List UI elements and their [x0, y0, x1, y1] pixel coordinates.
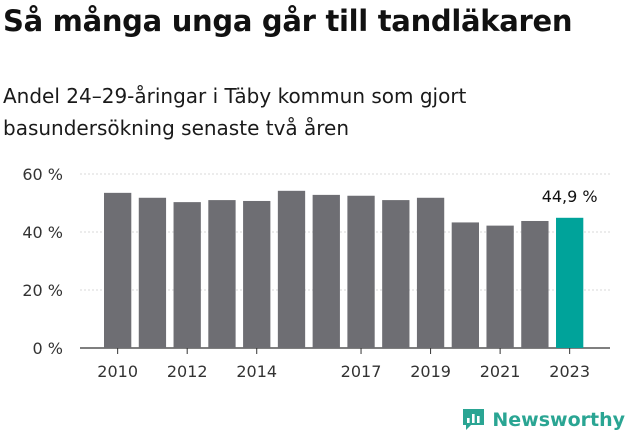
x-tick-label-2023: 2023: [549, 362, 590, 381]
bar-2015: [277, 190, 306, 348]
bar-2012: [173, 202, 201, 348]
bar-2011: [138, 197, 167, 348]
bar-2010: [104, 192, 132, 348]
chart-subtitle: Andel 24–29-åringar i Täby kommun som gj…: [3, 84, 467, 140]
y-axis-labels: 0 % 20 % 40 % 60 %: [22, 165, 63, 358]
x-tick-label-2014: 2014: [236, 362, 277, 381]
bar-2022: [521, 220, 549, 348]
y-tick-label: 60 %: [22, 165, 63, 184]
y-tick-label: 0 %: [33, 339, 63, 358]
x-tick-label-2021: 2021: [480, 362, 521, 381]
value-label-2023: 44,9 %: [542, 187, 598, 206]
bar-2014: [243, 200, 271, 348]
x-tick-label-2019: 2019: [410, 362, 451, 381]
y-tick-label: 40 %: [22, 223, 63, 242]
bar-2018: [382, 200, 410, 348]
bar-2021: [486, 225, 514, 348]
y-tick-label: 20 %: [22, 281, 63, 300]
bar-2023: [556, 217, 584, 348]
bars: [104, 190, 584, 348]
x-axis-labels: 2010 2012 2014 2017 2019 2021 2023: [97, 348, 590, 381]
bar-2013: [208, 200, 236, 348]
newsworthy-logo: Newsworthy: [461, 407, 625, 432]
newsworthy-logo-text: Newsworthy: [492, 408, 625, 431]
value-labels: 44,9 %: [542, 187, 598, 206]
x-tick-label-2017: 2017: [341, 362, 382, 381]
chart-title: Så många unga går till tandläkaren: [3, 4, 573, 38]
x-tick-label-2010: 2010: [97, 362, 138, 381]
bar-2016: [312, 194, 340, 348]
newsworthy-logo-icon: [463, 409, 485, 430]
bar-2017: [347, 195, 375, 348]
bar-2020: [451, 222, 479, 348]
bar-2019: [416, 197, 445, 348]
x-tick-label-2012: 2012: [167, 362, 208, 381]
